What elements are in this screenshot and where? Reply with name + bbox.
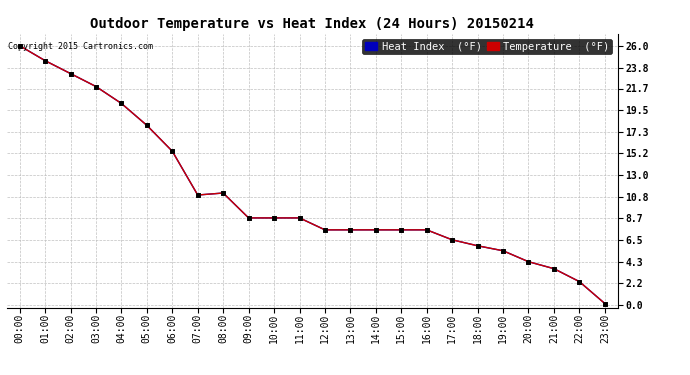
Legend: Heat Index  (°F), Temperature  (°F): Heat Index (°F), Temperature (°F) <box>362 39 612 54</box>
Text: Copyright 2015 Cartronics.com: Copyright 2015 Cartronics.com <box>8 42 153 51</box>
Title: Outdoor Temperature vs Heat Index (24 Hours) 20150214: Outdoor Temperature vs Heat Index (24 Ho… <box>90 17 534 31</box>
